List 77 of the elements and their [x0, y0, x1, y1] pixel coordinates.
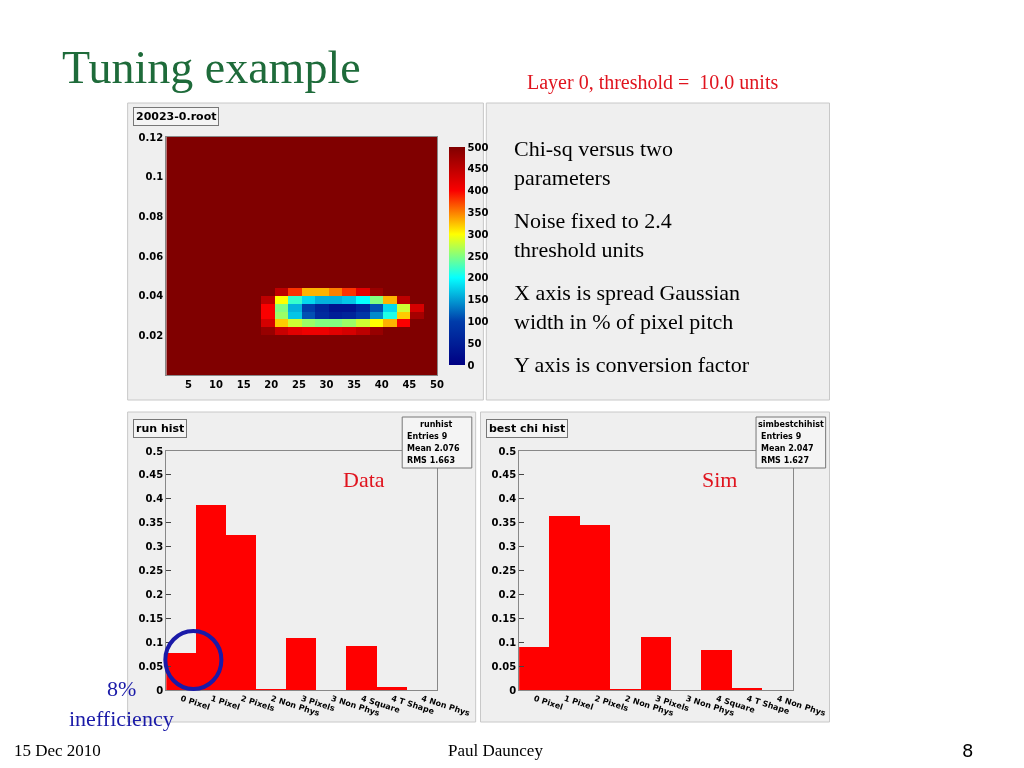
y-tick-label: 0.15	[138, 612, 164, 624]
color-bar-label: 150	[467, 294, 489, 306]
text: run hist	[136, 422, 185, 435]
text: 20023-0.root	[136, 110, 217, 123]
y-tick-label: 0.1	[498, 636, 517, 648]
x-tick-label: 25	[291, 379, 306, 390]
text: 8%	[107, 676, 137, 701]
color-bar-label: 0	[467, 359, 475, 371]
color-bar-label: 500	[467, 141, 489, 153]
y-tick-label: 0.45	[138, 469, 164, 481]
x-tick-label: 20	[264, 379, 279, 390]
text: inefficiency	[69, 706, 174, 731]
color-bar-label: 450	[467, 163, 489, 175]
y-tick-label: 0.25	[138, 565, 164, 576]
y-tick-label: 0.1	[145, 636, 164, 648]
y-tick-label: 0.5	[145, 445, 164, 457]
y-tick-label: 0.25	[491, 565, 517, 576]
x-tick-label: 35	[347, 379, 362, 390]
x-tick-label: 10	[209, 379, 224, 390]
text: Noise fixed to 2.4 threshold units	[514, 208, 672, 262]
x-tick-label: 30	[319, 379, 334, 390]
color-bar-label: 350	[467, 206, 489, 218]
color-bar-label: 100	[467, 315, 489, 327]
y-tick-label: 0.2	[145, 588, 164, 600]
y-tick-label: 0.12	[138, 131, 164, 143]
y-tick-label: 0.05	[491, 660, 517, 672]
text: best chi hist	[489, 422, 566, 435]
text: 8	[962, 740, 974, 761]
text: X axis is spread Gaussian width in % of pixel pitch	[514, 280, 741, 334]
x-tick-label: 50	[430, 379, 444, 390]
y-tick-label: 0.4	[145, 493, 164, 505]
text: Entries 9	[761, 432, 802, 441]
y-tick-label: 0.35	[491, 517, 517, 529]
y-tick-label: 0.5	[498, 445, 517, 457]
y-tick-label: 0.02	[138, 329, 164, 341]
y-tick-label: 0.45	[491, 469, 517, 481]
y-tick-label: 0.3	[145, 541, 164, 553]
annotation: RMS 1.663	[407, 456, 455, 465]
y-tick-label: 0.2	[498, 588, 517, 600]
y-tick-label: 0.08	[138, 210, 164, 222]
text: simbestchihist	[758, 420, 824, 429]
y-tick-label: 0	[156, 684, 164, 696]
x-tick-label: 1 Pixel	[209, 693, 242, 712]
text: Entries 9	[407, 432, 448, 441]
y-tick-label: 0.04	[138, 290, 164, 302]
text: Paul Dauncey	[448, 741, 544, 760]
y-tick-label: 0.15	[491, 612, 517, 624]
text: Layer 0, threshold = 10.0 units	[527, 71, 779, 94]
color-bar-label: 300	[467, 228, 489, 240]
y-tick-label: 0.05	[138, 660, 164, 672]
x-tick-label: 5	[184, 379, 192, 390]
color-bar-label: 250	[467, 250, 489, 262]
x-tick-label: 15	[236, 379, 251, 390]
color-bar-label: 50	[467, 337, 482, 349]
y-tick-label: 0.3	[498, 541, 517, 553]
text: 15 Dec 2010	[14, 741, 101, 760]
text: Chi-sq versus two parameters	[514, 136, 673, 190]
x-tick-label: 0 Pixel	[532, 693, 565, 712]
x-tick-label: 0 Pixel	[179, 693, 212, 712]
x-tick-label: 40	[374, 379, 389, 390]
y-tick-label: 0.06	[138, 250, 164, 262]
x-tick-label: 1 Pixel	[562, 693, 595, 712]
x-tick-label: 45	[402, 379, 417, 390]
annotation: Mean 2.047	[761, 444, 814, 453]
annotation: Data	[343, 467, 385, 492]
color-bar-label: 200	[467, 272, 489, 284]
chart-title: Tuning example	[62, 42, 361, 93]
y-tick-label: 0.1	[145, 171, 164, 183]
y-tick-label: 0	[509, 684, 517, 696]
annotation: Sim	[702, 467, 738, 492]
annotation: Mean 2.076	[407, 444, 460, 453]
text: runhist	[420, 420, 453, 429]
text: Y axis is conversion factor	[514, 352, 750, 377]
color-bar-label: 400	[467, 185, 489, 197]
y-tick-label: 0.35	[138, 517, 164, 529]
y-tick-label: 0.4	[498, 493, 517, 505]
annotation: RMS 1.627	[761, 456, 809, 465]
